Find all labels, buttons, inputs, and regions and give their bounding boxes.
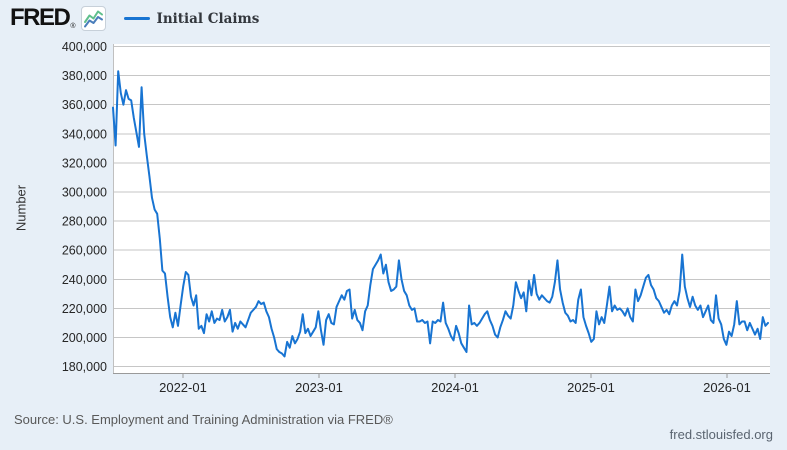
y-tick-label: 340,000 bbox=[62, 127, 107, 141]
x-tick-label: 2025-01 bbox=[567, 380, 615, 395]
y-tick-label: 320,000 bbox=[62, 156, 107, 170]
y-tick-label: 360,000 bbox=[62, 98, 107, 112]
initial-claims-line[interactable] bbox=[112, 70, 769, 358]
legend-item-initial-claims[interactable]: Initial Claims bbox=[123, 10, 260, 27]
x-tick-label: 2026-01 bbox=[703, 380, 751, 395]
registered-trademark-mark: ® bbox=[70, 23, 76, 30]
y-tick-label: 180,000 bbox=[62, 360, 107, 374]
y-tick-label: 200,000 bbox=[62, 331, 107, 345]
fred-logo-text: FRED bbox=[10, 4, 71, 31]
x-tick-label: 2022-01 bbox=[159, 380, 207, 395]
source-note: Source: U.S. Employment and Training Adm… bbox=[14, 412, 393, 427]
fred-logo[interactable]: FRED ® bbox=[10, 6, 106, 31]
y-tick-label: 300,000 bbox=[62, 186, 107, 200]
legend-line-swatch bbox=[123, 17, 150, 20]
fred-logo-chart-icon bbox=[80, 6, 106, 31]
x-tick-label: 2023-01 bbox=[295, 380, 343, 395]
y-tick-label: 240,000 bbox=[62, 273, 107, 287]
fred-site-link[interactable]: fred.stlouisfed.org bbox=[669, 427, 773, 442]
y-tick-label: 220,000 bbox=[62, 302, 107, 316]
chart-header: FRED ® Initial Claims bbox=[10, 6, 259, 31]
plot-area bbox=[113, 44, 770, 373]
legend-label: Initial Claims bbox=[156, 10, 260, 27]
x-tick-label: 2024-01 bbox=[431, 380, 479, 395]
y-tick-label: 280,000 bbox=[62, 215, 107, 229]
y-tick-label: 380,000 bbox=[62, 69, 107, 83]
y-tick-label: 400,000 bbox=[62, 40, 107, 54]
y-axis-title: Number bbox=[13, 184, 29, 232]
y-tick-label: 260,000 bbox=[62, 244, 107, 258]
